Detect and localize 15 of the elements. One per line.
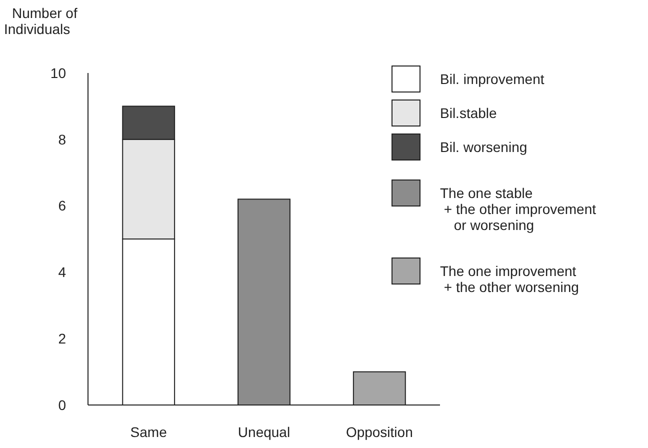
y-axis-title: Number of Individuals (4, 5, 78, 37)
y-tick-label: 2 (58, 330, 66, 346)
x-tick-label: Unequal (238, 424, 290, 440)
y-tick-label: 10 (50, 64, 66, 81)
x-tick-label: Opposition (346, 424, 413, 440)
y-tick-label: 4 (58, 264, 66, 280)
y-tick-label: 0 (58, 396, 66, 413)
y-tick-label: 8 (58, 131, 66, 148)
legend-label: Bil.stable (440, 104, 498, 121)
legend-label: Bil. worsening (440, 138, 528, 155)
legend-label: The one improvement + the other worsening (440, 262, 579, 295)
legend-label: The one stable + the other improvement or worsening (440, 184, 596, 233)
y-tick-label: 6 (58, 198, 66, 214)
x-tick-label: Same (130, 424, 168, 440)
legend-label: Bil. improvement (440, 70, 544, 87)
